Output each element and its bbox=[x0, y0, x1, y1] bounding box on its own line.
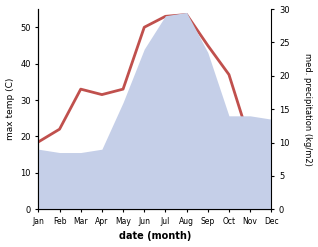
X-axis label: date (month): date (month) bbox=[119, 231, 191, 242]
Y-axis label: med. precipitation (kg/m2): med. precipitation (kg/m2) bbox=[303, 53, 313, 165]
Y-axis label: max temp (C): max temp (C) bbox=[5, 78, 15, 140]
